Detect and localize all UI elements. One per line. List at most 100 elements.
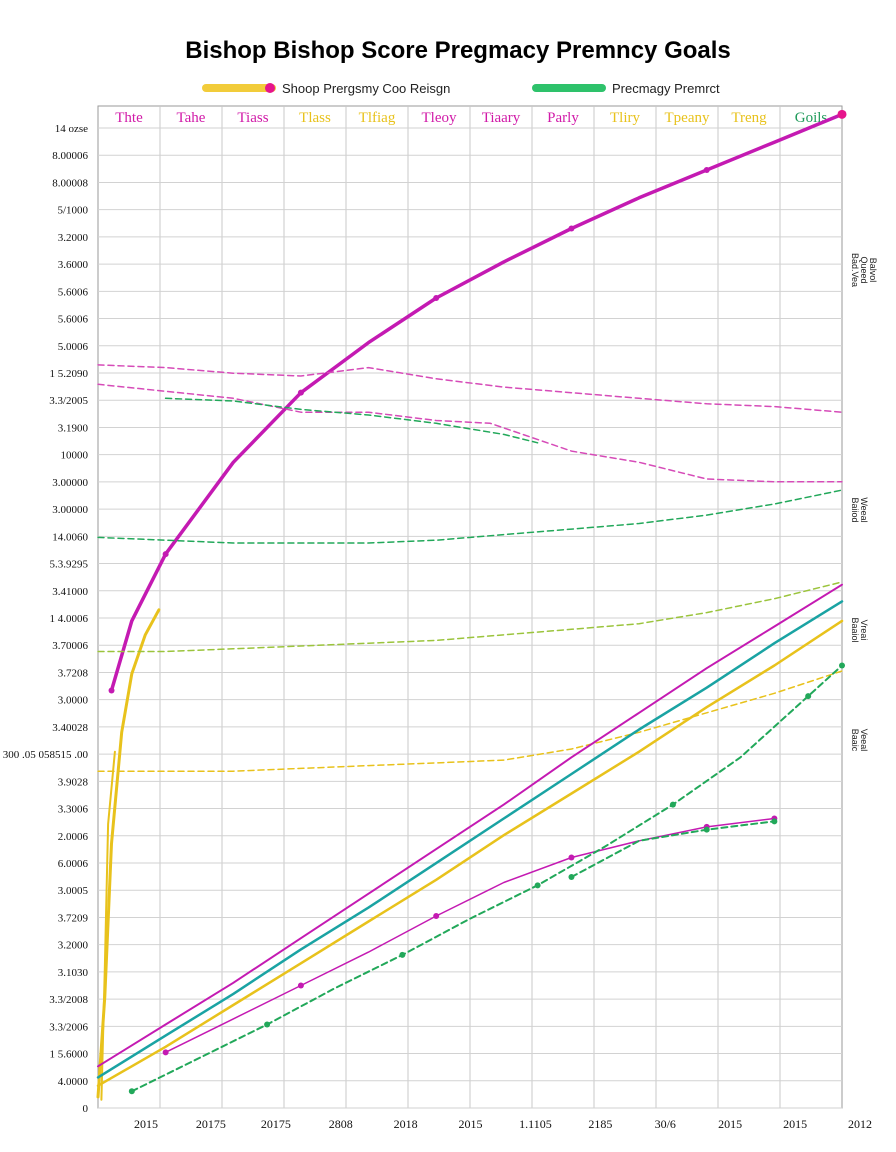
y-axis-ticks: 14 ozse 8.00006 8.00008 5/1000 3.2000 3.6000 5… xyxy=(3,123,89,1115)
y-tick-label: 3.41000 xyxy=(52,586,88,598)
side-label-line: Queed xyxy=(859,256,869,283)
y-tick-label: 1 5.2090 xyxy=(50,368,89,380)
x-tick-label: 1.1105 xyxy=(519,1117,552,1131)
legend-marker-0 xyxy=(265,83,275,93)
y-tick-label: 8.00006 xyxy=(52,150,88,162)
series-line-9 xyxy=(97,583,843,1068)
y-tick-label: 3.7208 xyxy=(58,667,89,679)
series-line-2 xyxy=(100,750,116,1101)
series-line-6 xyxy=(97,489,843,544)
legend-label-1: Precmagy Premrct xyxy=(612,81,720,96)
series-line-7 xyxy=(97,581,843,653)
grid xyxy=(97,105,843,1109)
column-headers: Thte Tahe Tiass Tlass Tlfiag Tleoy Tiaary Parly… xyxy=(115,110,827,126)
column-header: Tlfiag xyxy=(359,110,396,126)
x-tick-label: 2015 xyxy=(134,1117,158,1131)
legend: Shoop Prergsmy Coo Reisgn Precmagy Premrc… xyxy=(202,81,720,96)
series-point xyxy=(433,295,440,302)
y-tick-label: 14 ozse xyxy=(55,123,88,135)
y-tick-label: 2.0006 xyxy=(58,831,89,843)
series-endpoint xyxy=(837,109,847,119)
y-tick-label: 3.40028 xyxy=(52,722,88,734)
series-point xyxy=(297,389,304,396)
y-tick-label: 3.70006 xyxy=(52,640,88,652)
y-tick-label: 1 5.6000 xyxy=(50,1049,89,1061)
y-tick-label: 3.00000 xyxy=(52,504,88,516)
y-tick-label: 3.3/2006 xyxy=(49,1021,88,1033)
series-point xyxy=(128,1088,135,1095)
y-tick-label: 3.3/2005 xyxy=(49,395,88,407)
column-header: Tlass xyxy=(299,110,331,126)
series-point xyxy=(669,801,676,808)
x-tick-label: 2015 xyxy=(459,1117,483,1131)
y-tick-label: 8.00008 xyxy=(52,177,88,189)
series-line-0 xyxy=(109,112,844,693)
x-tick-label: 20175 xyxy=(261,1117,291,1131)
side-label: Baaiol Vreai xyxy=(850,617,869,642)
y-tick-label: 3.00000 xyxy=(52,477,88,489)
x-tick-label: 30/6 xyxy=(655,1117,676,1131)
y-tick-label: 5.0006 xyxy=(58,341,89,353)
y-tick-label: 3.1030 xyxy=(58,967,89,979)
y-tick-label: 3.2000 xyxy=(58,232,89,244)
x-tick-label: 2185 xyxy=(588,1117,612,1131)
y-tick-label: 3.3006 xyxy=(58,804,89,816)
series-point xyxy=(568,225,575,232)
chart-title: Bishop Bishop Score Pregmacy Premncy Goa… xyxy=(185,37,731,64)
y-tick-label: 3.9028 xyxy=(58,776,89,788)
column-header: Tiaary xyxy=(482,110,521,126)
column-header: Tliry xyxy=(610,110,640,126)
y-tick-label: 3.0005 xyxy=(58,885,89,897)
column-header: Thte xyxy=(115,110,143,126)
series-line-8 xyxy=(97,670,843,772)
y-tick-label: 14.0060 xyxy=(52,531,88,543)
side-label-line: Baaiol xyxy=(850,617,860,642)
side-label-line: Veeal xyxy=(859,729,869,752)
y-tick-label: 300 .05 058515 .00 xyxy=(3,749,89,761)
side-label-line: Baiiod xyxy=(850,497,860,522)
x-tick-label: 20175 xyxy=(196,1117,226,1131)
y-tick-label: 3.7209 xyxy=(58,912,89,924)
series-line-5 xyxy=(164,397,539,444)
series-line-10 xyxy=(96,600,844,1079)
series-layer xyxy=(96,109,847,1101)
x-tick-label: 2018 xyxy=(394,1117,418,1131)
side-label-line: Weeal xyxy=(859,497,869,522)
series-point xyxy=(399,951,406,958)
series-point xyxy=(568,854,575,861)
side-label: Bad.Vea Queed Balvol xyxy=(850,253,878,287)
series-point xyxy=(162,551,169,558)
series-point xyxy=(162,1049,169,1056)
series-point xyxy=(771,818,778,825)
column-header: Tahe xyxy=(177,110,206,126)
column-header: Tleoy xyxy=(422,110,457,126)
y-tick-label: 3.0000 xyxy=(58,695,89,707)
x-tick-label: 2808 xyxy=(329,1117,353,1131)
series-line-13 xyxy=(130,664,843,1093)
series-point xyxy=(534,882,541,889)
y-tick-label: 6.0006 xyxy=(58,858,89,870)
y-tick-label: 1 4.0006 xyxy=(50,613,89,625)
y-tick-label: 3.6000 xyxy=(58,259,89,271)
y-tick-label: 3.1900 xyxy=(58,422,89,434)
series-line-14 xyxy=(570,820,776,878)
y-tick-label: 5/1000 xyxy=(57,205,88,217)
side-label-line: Bad.Vea xyxy=(850,253,860,287)
series-line-3 xyxy=(97,364,843,413)
side-label-line: Vreai xyxy=(859,620,869,641)
x-tick-label: 2015 xyxy=(718,1117,742,1131)
y-tick-label: 5.6006 xyxy=(58,314,89,326)
column-header: Treng xyxy=(731,110,767,126)
y-tick-label: 3.2000 xyxy=(58,940,89,952)
side-label: Baaic Veeal xyxy=(850,729,869,752)
series-point xyxy=(839,662,845,669)
y-tick-label: 5.3.9295 xyxy=(50,559,89,571)
side-labels: Bad.Vea Queed Balvol Baiiod Weeal Baaiol Vreai… xyxy=(850,253,878,752)
y-tick-label: 10000 xyxy=(61,450,89,462)
side-label-line: Baaic xyxy=(850,729,860,752)
series-point xyxy=(703,167,710,174)
series-point xyxy=(297,982,304,989)
series-point xyxy=(703,826,710,833)
column-header: Parly xyxy=(547,110,579,126)
